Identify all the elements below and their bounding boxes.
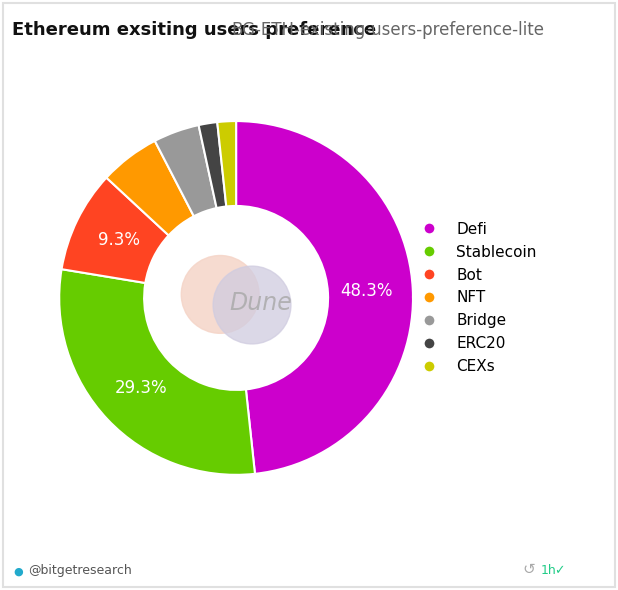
Wedge shape xyxy=(106,141,194,235)
Text: BG-ETH-existing-users-preference-lite: BG-ETH-existing-users-preference-lite xyxy=(232,21,544,39)
Wedge shape xyxy=(59,269,255,475)
Text: ●: ● xyxy=(14,567,23,577)
Wedge shape xyxy=(236,121,413,474)
Wedge shape xyxy=(62,178,169,283)
Text: ✓: ✓ xyxy=(554,564,565,577)
Text: @bitgetresearch: @bitgetresearch xyxy=(28,564,132,577)
Circle shape xyxy=(145,207,327,389)
Wedge shape xyxy=(218,121,236,206)
Text: 1h: 1h xyxy=(541,564,556,577)
Text: Dune: Dune xyxy=(229,291,292,315)
Text: Ethereum exsiting users preference: Ethereum exsiting users preference xyxy=(12,21,376,39)
Legend: Defi, Stablecoin, Bot, NFT, Bridge, ERC20, CEXs: Defi, Stablecoin, Bot, NFT, Bridge, ERC2… xyxy=(407,215,543,381)
Text: 29.3%: 29.3% xyxy=(115,379,167,397)
Wedge shape xyxy=(198,122,226,208)
Text: 48.3%: 48.3% xyxy=(341,282,393,300)
Circle shape xyxy=(213,266,291,344)
Wedge shape xyxy=(155,125,216,217)
Text: ↺: ↺ xyxy=(522,562,535,577)
Text: 9.3%: 9.3% xyxy=(98,231,140,250)
Circle shape xyxy=(181,255,259,333)
